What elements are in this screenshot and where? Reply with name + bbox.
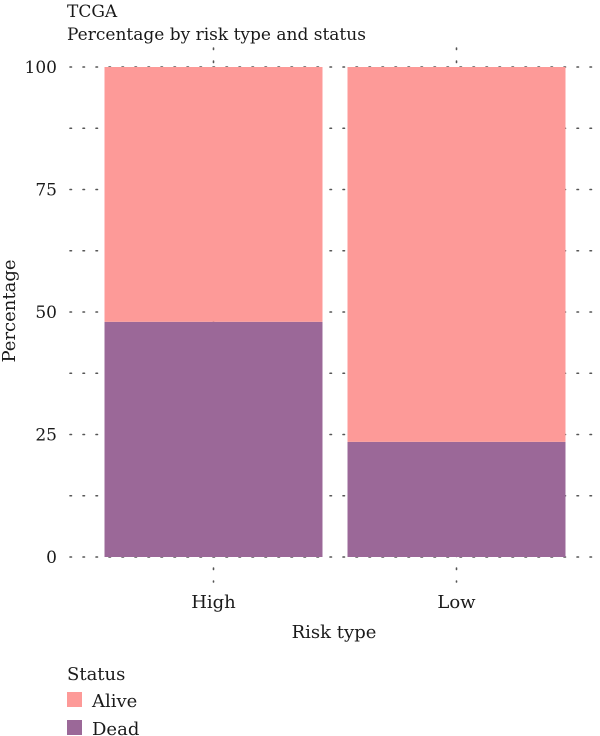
x-tick-label: Low [437, 592, 476, 613]
y-axis-label: Percentage [0, 259, 20, 362]
y-tick-label: 50 [35, 303, 57, 323]
y-tick-label: 100 [25, 58, 57, 78]
bar-alive-low [347, 67, 566, 442]
chart-title: TCGA [67, 2, 118, 22]
y-tick-label: 75 [35, 181, 57, 201]
legend-label-dead: Dead [92, 719, 139, 736]
bar-dead-high [104, 321, 323, 557]
legend-label-alive: Alive [91, 691, 137, 712]
legend-items: Alive Dead [67, 691, 139, 736]
legend: Status Alive Dead [67, 664, 139, 736]
x-axis-ticks: High Low [191, 592, 476, 613]
legend-swatch-alive [67, 692, 82, 707]
legend-swatch-dead [67, 720, 82, 735]
y-tick-label: 0 [46, 548, 57, 568]
bar-alive-high [104, 67, 323, 322]
bar-dead-low [347, 441, 566, 557]
y-tick-label: 25 [35, 426, 57, 446]
x-tick-label: High [191, 592, 236, 613]
bars [104, 67, 566, 557]
x-axis-label: Risk type [292, 622, 377, 643]
y-axis-ticks: 0 25 50 75 100 [25, 58, 57, 568]
chart-subtitle: Percentage by risk type and status [67, 25, 366, 45]
legend-title: Status [67, 664, 125, 685]
